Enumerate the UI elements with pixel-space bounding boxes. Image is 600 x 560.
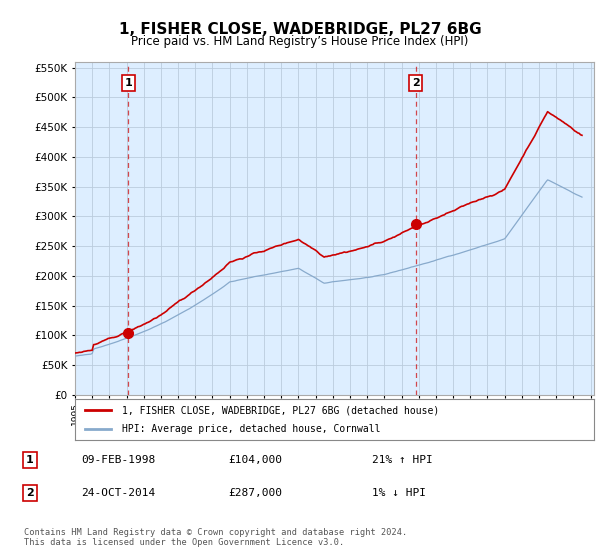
Text: 1% ↓ HPI: 1% ↓ HPI <box>372 488 426 498</box>
Text: 1: 1 <box>26 455 34 465</box>
Text: HPI: Average price, detached house, Cornwall: HPI: Average price, detached house, Corn… <box>122 424 380 433</box>
Text: 24-OCT-2014: 24-OCT-2014 <box>81 488 155 498</box>
Text: 21% ↑ HPI: 21% ↑ HPI <box>372 455 433 465</box>
Text: 2: 2 <box>26 488 34 498</box>
Text: 1: 1 <box>124 78 132 88</box>
Text: 09-FEB-1998: 09-FEB-1998 <box>81 455 155 465</box>
Text: 1, FISHER CLOSE, WADEBRIDGE, PL27 6BG: 1, FISHER CLOSE, WADEBRIDGE, PL27 6BG <box>119 22 481 38</box>
Text: 1, FISHER CLOSE, WADEBRIDGE, PL27 6BG (detached house): 1, FISHER CLOSE, WADEBRIDGE, PL27 6BG (d… <box>122 405 439 415</box>
Text: £287,000: £287,000 <box>228 488 282 498</box>
Text: Contains HM Land Registry data © Crown copyright and database right 2024.
This d: Contains HM Land Registry data © Crown c… <box>24 528 407 547</box>
Text: £104,000: £104,000 <box>228 455 282 465</box>
Text: 2: 2 <box>412 78 419 88</box>
Text: Price paid vs. HM Land Registry’s House Price Index (HPI): Price paid vs. HM Land Registry’s House … <box>131 35 469 48</box>
